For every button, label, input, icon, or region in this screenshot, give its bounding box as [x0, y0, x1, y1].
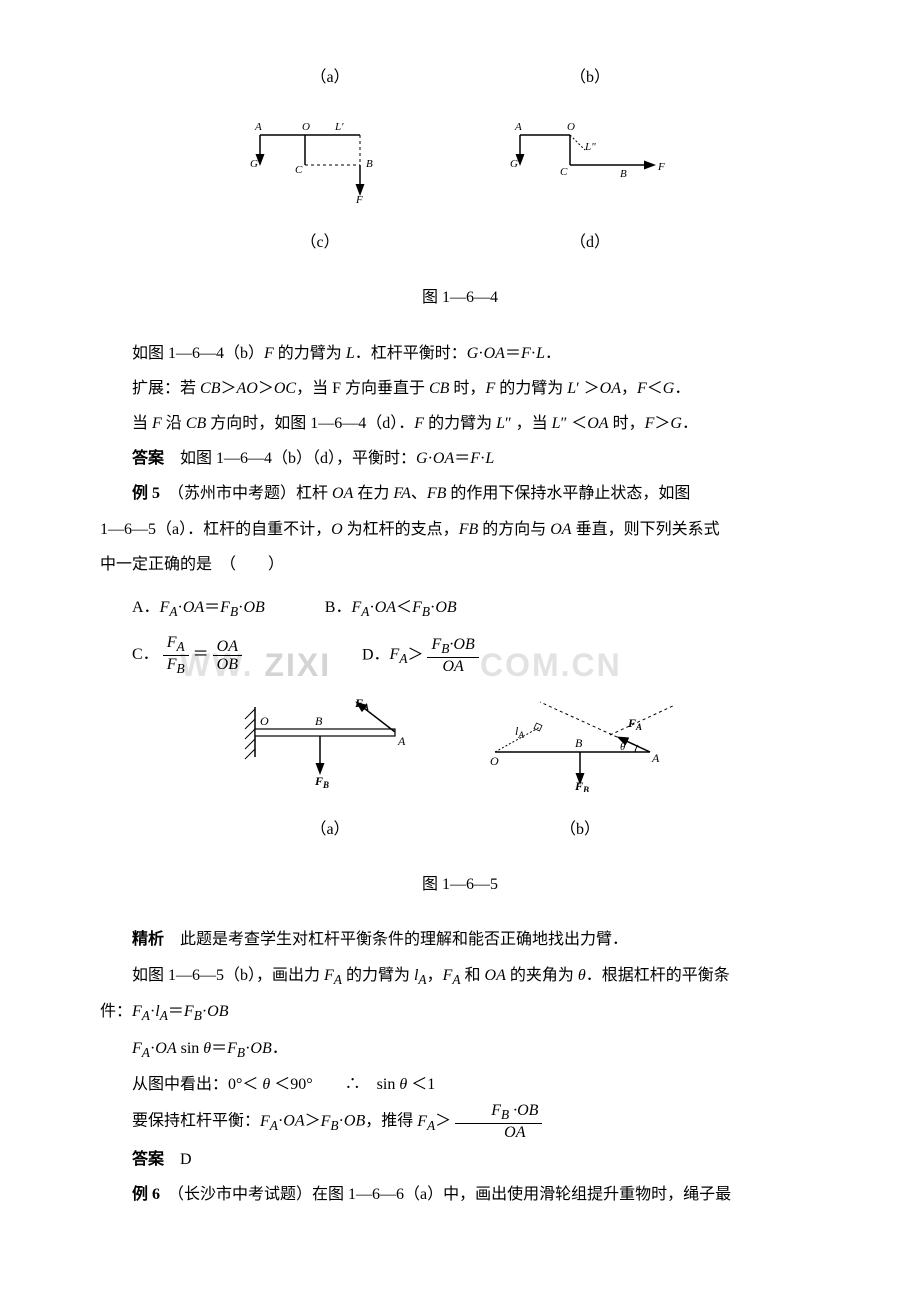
- para-text3: 当 F 沿 CB 方向时，如图 1—6—4（d）．F 的力臂为 L″ ，当 L″…: [100, 406, 820, 441]
- svg-text:lA: lA: [515, 724, 524, 740]
- diagram-1-6-4-c: A O L' G C B F: [240, 115, 400, 205]
- option-d: D．FA＞ FB·OBOA: [362, 636, 479, 675]
- diagram-1-6-5-b: O B A lA FA FB θ: [480, 697, 680, 792]
- svg-text:B: B: [366, 158, 373, 170]
- para-text2: 扩展：若 CB＞AO＞OC，当 F 方向垂直于 CB 时，F 的力臂为 L′ ＞…: [100, 371, 820, 406]
- answer1: 答案 如图 1—6—4（b）（d），平衡时：G·OA＝F·L: [100, 441, 820, 476]
- diagram-1-6-4-d: A O L" G C B F: [500, 115, 680, 205]
- svg-text:O: O: [302, 121, 310, 133]
- para-text4: 如图 1—6—5（b），画出力 FA 的力臂为 lA，FA 和 OA 的夹角为 …: [100, 958, 820, 995]
- svg-text:O: O: [567, 121, 575, 133]
- option-c: C． FAFB ＝ OAOB: [132, 634, 242, 677]
- fig-label-b: （b）: [510, 60, 670, 95]
- fig-1-6-4-caption: 图 1—6—4: [100, 280, 820, 315]
- figure-label-row-1-6-5: （a） （b）: [100, 807, 820, 852]
- diagram-1-6-5-a: O B A FA FB: [240, 697, 420, 792]
- svg-text:C: C: [295, 164, 303, 176]
- fig-1-6-5-label-a: （a）: [240, 812, 420, 847]
- svg-text:θ: θ: [620, 741, 626, 753]
- svg-text:G: G: [250, 158, 258, 170]
- svg-text:L": L": [584, 141, 596, 153]
- svg-text:O: O: [260, 714, 269, 728]
- example5-line2: 1—6—5（a）．杠杆的自重不计，O 为杠杆的支点，FB 的方向与 OA 垂直，…: [100, 512, 820, 547]
- svg-text:FB: FB: [314, 774, 329, 790]
- svg-text:FA: FA: [354, 697, 369, 712]
- option-a: A．FA·OA＝FB·OB: [132, 590, 265, 627]
- fig-1-6-5-caption: 图 1—6—5: [100, 867, 820, 902]
- svg-text:L': L': [334, 121, 344, 133]
- fig-label-d: （d）: [500, 225, 680, 260]
- fig-label-c: （c）: [240, 225, 400, 260]
- svg-text:B: B: [620, 168, 627, 180]
- analysis-para: 精析 此题是考查学生对杠杆平衡条件的理解和能否正确地找出力臂．: [100, 922, 820, 957]
- svg-text:FA: FA: [627, 716, 642, 732]
- figure-label-row-cd: （c） （d）: [100, 220, 820, 265]
- svg-text:A: A: [514, 121, 522, 133]
- example6: 例 6 （长沙市中考试题）在图 1—6—6（a）中，画出使用滑轮组提升重物时，绳…: [100, 1177, 820, 1212]
- figure-label-row-ab: （a） （b）: [100, 55, 820, 100]
- svg-text:A: A: [651, 751, 660, 765]
- para-text1: 如图 1—6—4（b）F 的力臂为 L．杠杆平衡时：G·OA＝F·L．: [100, 336, 820, 371]
- options-block: A．FA·OA＝FB·OB B．FA·OA＜FB·OB C． FAFB ＝ OA…: [132, 590, 820, 677]
- fig-label-a: （a）: [250, 60, 410, 95]
- svg-text:A: A: [254, 121, 262, 133]
- para-text6: FA·OA sin θ＝FB·OB．: [100, 1031, 820, 1068]
- figure-row-1-6-5: O B A FA FB O B A lA FA FB: [100, 697, 820, 792]
- svg-text:F: F: [657, 161, 665, 173]
- svg-text:G: G: [510, 158, 518, 170]
- svg-text:C: C: [560, 166, 568, 178]
- option-b: B．FA·OA＜FB·OB: [325, 590, 457, 627]
- svg-text:FB: FB: [574, 779, 589, 792]
- example5-start: 例 5 （苏州市中考题）杠杆 OA 在力 FA、FB 的作用下保持水平静止状态，…: [100, 476, 820, 511]
- fig-1-6-5-label-b: （b）: [480, 812, 680, 847]
- svg-text:O: O: [490, 754, 499, 768]
- para-text7: 从图中看出：0°＜ θ ＜90° ∴ sin θ ＜1: [100, 1067, 820, 1102]
- para-text8: 要保持杠杆平衡：FA·OA＞FB·OB，推得 FA＞ FB ·OBOA: [100, 1102, 820, 1141]
- svg-text:B: B: [575, 736, 583, 750]
- example5-line3: 中一定正确的是 （ ）: [100, 547, 820, 582]
- figure-row-cd: A O L' G C B F A O L" G C B F: [100, 115, 820, 205]
- para-text5: 件：FA·lA＝FB·OB: [100, 994, 820, 1031]
- svg-text:B: B: [315, 714, 323, 728]
- answer2: 答案 D: [100, 1142, 820, 1177]
- svg-text:A: A: [397, 734, 406, 748]
- svg-text:F: F: [355, 194, 363, 205]
